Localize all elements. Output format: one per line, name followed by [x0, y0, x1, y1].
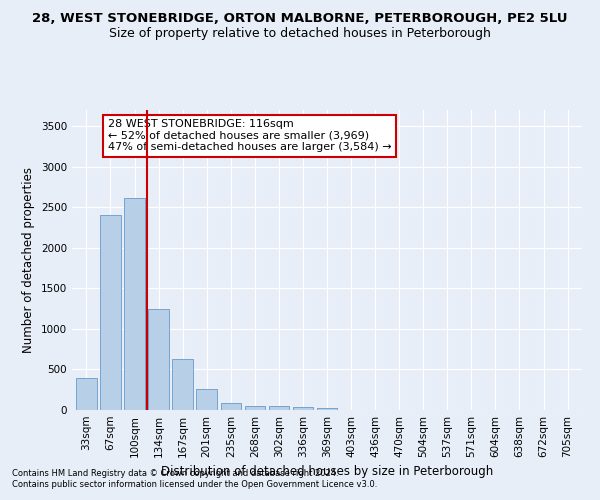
Bar	[196, 390, 217, 410]
Text: Contains public sector information licensed under the Open Government Licence v3: Contains public sector information licen…	[12, 480, 377, 489]
Text: Size of property relative to detached houses in Peterborough: Size of property relative to detached ho…	[109, 28, 491, 40]
Bar	[100, 216, 121, 410]
Bar	[221, 402, 241, 410]
Bar	[293, 407, 313, 410]
Text: 28, WEST STONEBRIDGE, ORTON MALBORNE, PETERBOROUGH, PE2 5LU: 28, WEST STONEBRIDGE, ORTON MALBORNE, PE…	[32, 12, 568, 26]
Bar	[76, 378, 97, 410]
Text: 28 WEST STONEBRIDGE: 116sqm
← 52% of detached houses are smaller (3,969)
47% of : 28 WEST STONEBRIDGE: 116sqm ← 52% of det…	[108, 119, 391, 152]
Y-axis label: Number of detached properties: Number of detached properties	[22, 167, 35, 353]
Bar	[245, 406, 265, 410]
Text: Contains HM Land Registry data © Crown copyright and database right 2024.: Contains HM Land Registry data © Crown c…	[12, 468, 338, 477]
Bar	[124, 198, 145, 410]
X-axis label: Distribution of detached houses by size in Peterborough: Distribution of detached houses by size …	[161, 466, 493, 478]
Bar	[317, 408, 337, 410]
Bar	[172, 359, 193, 410]
Bar	[148, 310, 169, 410]
Bar	[269, 406, 289, 410]
